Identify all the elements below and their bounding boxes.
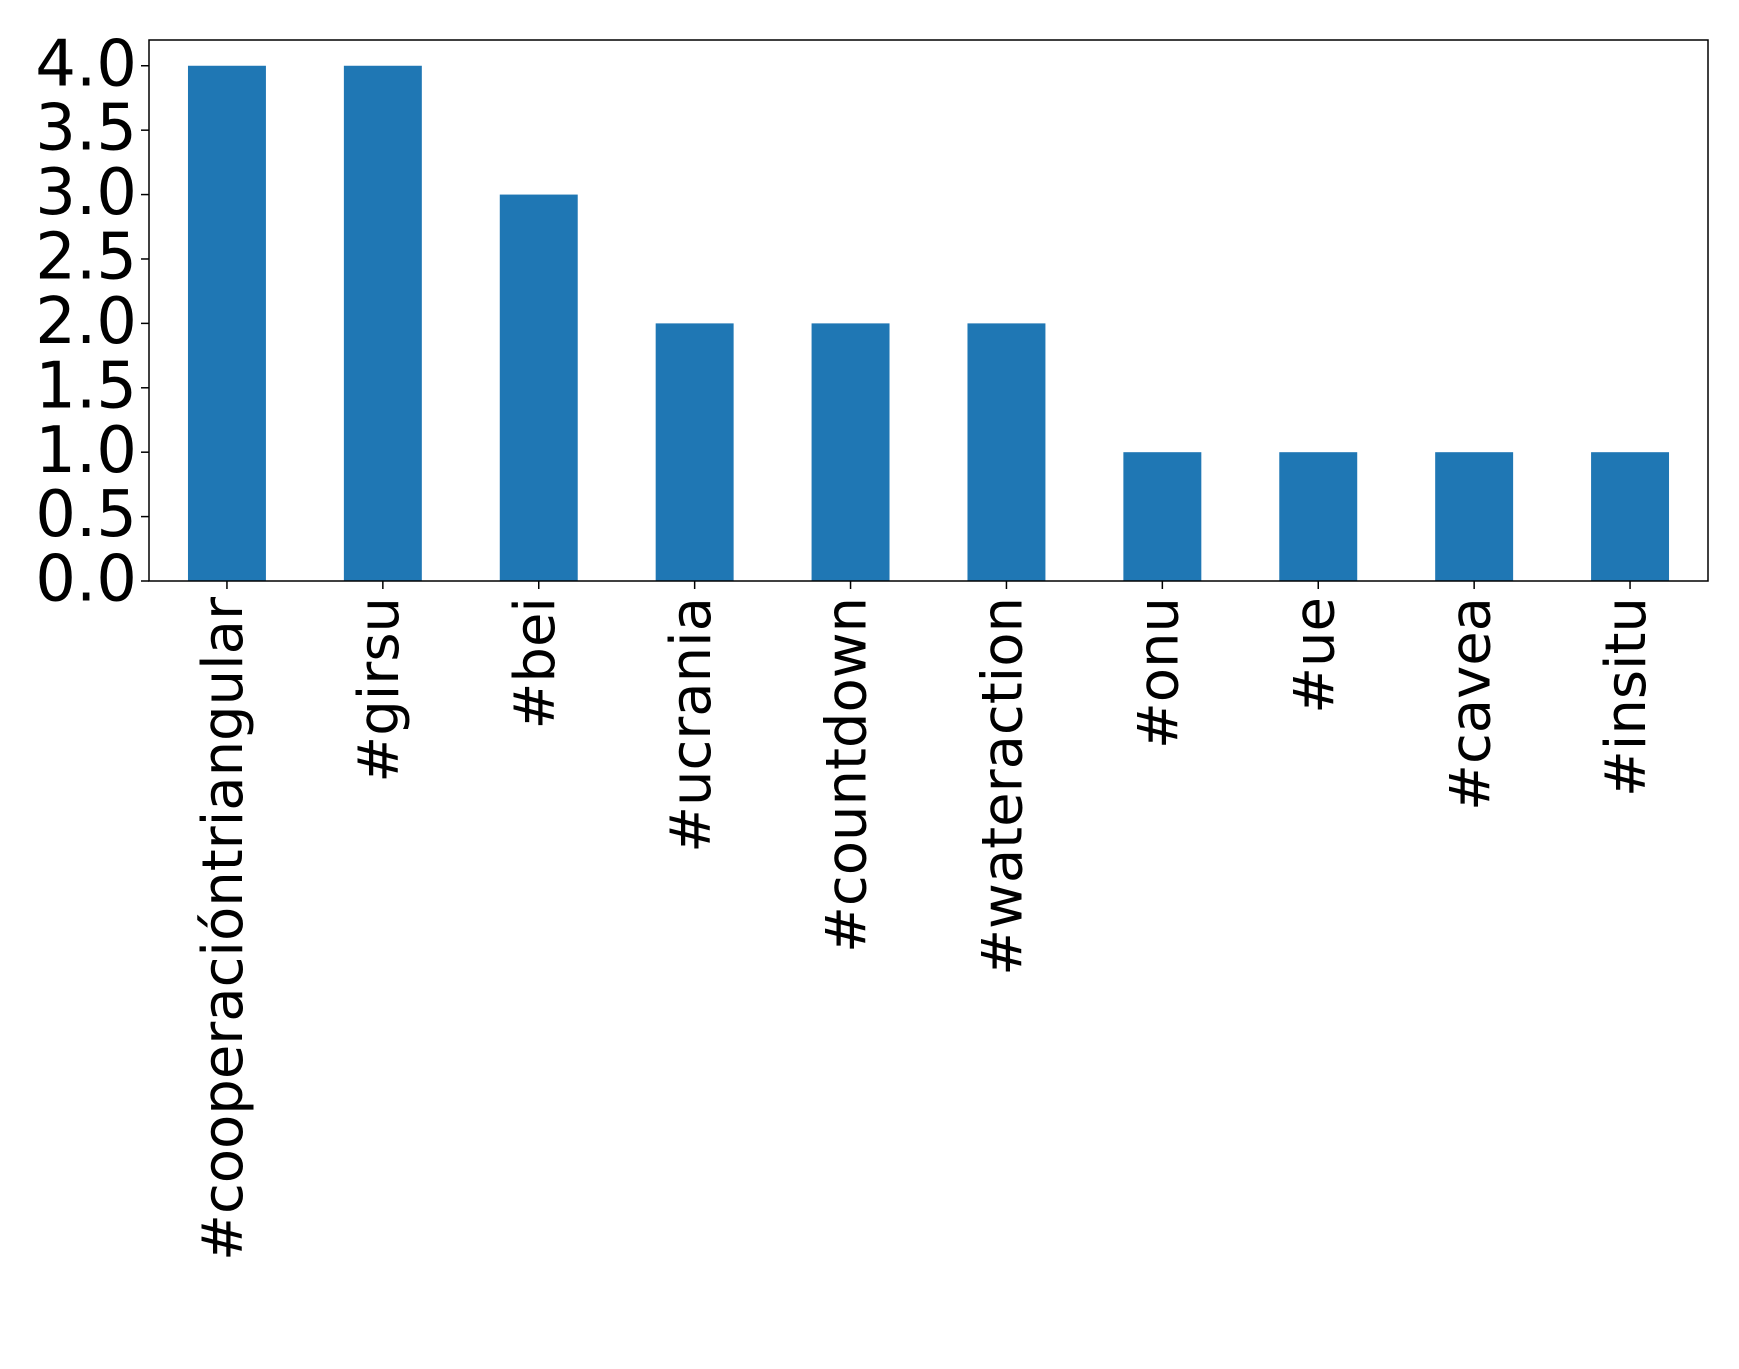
y-tick-label: 0.5 (35, 478, 137, 552)
y-tick-label: 2.0 (35, 285, 137, 359)
bar (1435, 452, 1514, 581)
y-tick-label: 3.5 (35, 92, 137, 166)
y-tick-label: 1.5 (35, 349, 137, 423)
bar (343, 65, 422, 581)
bar (655, 323, 734, 581)
y-tick-label: 3.0 (35, 156, 137, 230)
y-tick-label: 4.0 (35, 27, 137, 101)
x-tick-label: #girsu (347, 597, 412, 783)
bar (1279, 452, 1358, 581)
x-tick-label: #insitu (1594, 597, 1659, 797)
x-tick-label: #ue (1282, 597, 1347, 714)
bar (1123, 452, 1202, 581)
plot-frame (148, 39, 1709, 582)
y-tick-label: 2.5 (35, 221, 137, 295)
y-tick-label: 0.0 (35, 543, 137, 617)
x-tick-label: #onu (1126, 597, 1191, 749)
y-tick-label: 1.0 (35, 414, 137, 488)
x-tick-label: #countdown (815, 597, 880, 953)
bar (967, 323, 1046, 581)
x-tick-label: #ucrania (659, 597, 724, 853)
bar (811, 323, 890, 581)
x-tick-label: #cavea (1438, 597, 1503, 811)
x-tick-label: #wateraction (971, 597, 1036, 976)
bar (499, 194, 578, 582)
x-tick-label: #bei (503, 597, 568, 729)
x-tick-label: #cooperacióntriangular (191, 596, 256, 1261)
bar (187, 65, 266, 581)
bar (1591, 452, 1670, 581)
